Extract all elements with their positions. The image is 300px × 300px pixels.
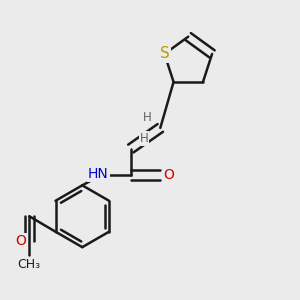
- Text: S: S: [160, 46, 169, 62]
- Text: O: O: [163, 168, 174, 182]
- Text: O: O: [16, 234, 26, 248]
- Text: H: H: [143, 111, 152, 124]
- Text: H: H: [140, 132, 148, 145]
- Text: CH₃: CH₃: [18, 258, 41, 271]
- Text: HN: HN: [88, 167, 109, 181]
